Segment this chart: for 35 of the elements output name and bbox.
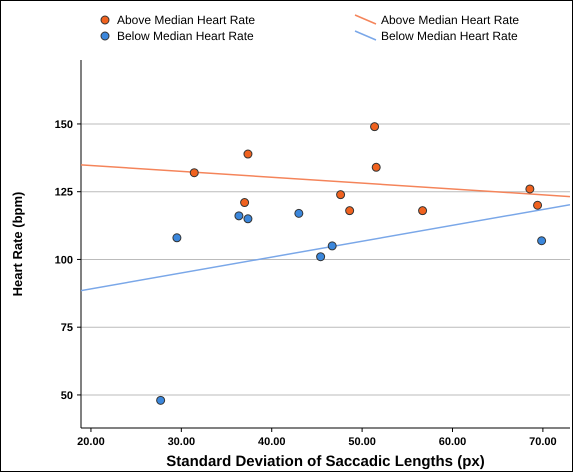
y-axis-title: Heart Rate (bpm): [10, 192, 25, 296]
x-tick-label: 50.00: [348, 436, 376, 448]
point: [243, 150, 252, 159]
legend-label: Above Median Heart Rate: [381, 13, 520, 28]
point: [190, 168, 199, 178]
y-tick-label: 125: [54, 186, 73, 199]
point: [533, 200, 542, 210]
y-tick-label: 100: [54, 254, 73, 266]
point: [372, 162, 381, 172]
point: [156, 396, 166, 405]
x-tick-label: 60.00: [438, 436, 466, 448]
point: [172, 233, 182, 242]
point: [243, 214, 252, 224]
x-tick-label: 40.00: [258, 436, 286, 448]
x-tick-label: 30.00: [168, 436, 196, 448]
point: [537, 236, 546, 246]
point: [336, 190, 346, 200]
legend-label: Below Median Heart Rate: [381, 29, 518, 44]
x-axis-title: Standard Deviation of Saccadic Lengths (px): [166, 453, 485, 470]
y-tick-label: 50: [60, 390, 73, 402]
x-tick-label: 70.00: [529, 436, 557, 448]
legend-label: Above Median Heart Rate: [117, 13, 256, 28]
point: [294, 208, 304, 218]
legend-label: Below Median Heart Rate: [117, 29, 254, 44]
point: [525, 184, 534, 194]
point: [328, 241, 337, 250]
point: [240, 198, 250, 208]
point: [316, 252, 326, 262]
point: [345, 206, 354, 216]
y-tick-label: 150: [54, 118, 73, 131]
point: [418, 206, 428, 216]
point: [370, 122, 380, 132]
point: [234, 211, 244, 220]
x-tick-label: 20.00: [77, 436, 105, 448]
y-tick-label: 75: [60, 322, 73, 334]
